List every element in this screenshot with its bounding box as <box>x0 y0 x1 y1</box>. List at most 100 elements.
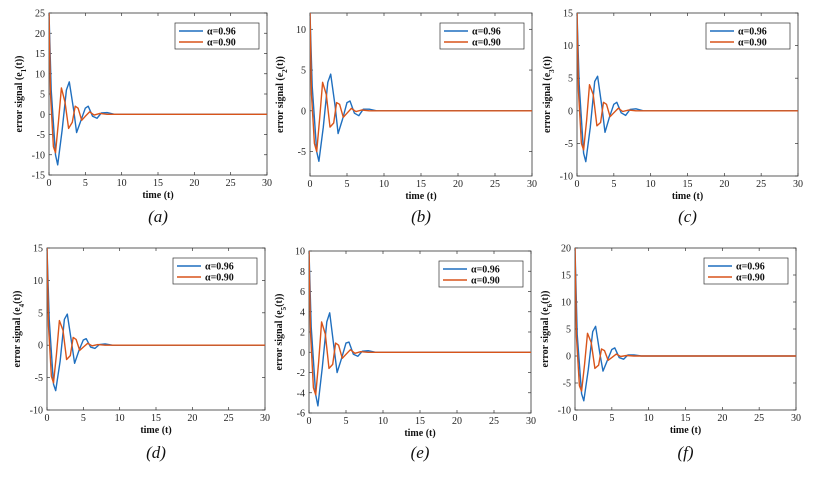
y-tick-label: 20 <box>561 244 571 255</box>
y-tick-label: -10 <box>30 406 43 417</box>
series-line-2 <box>309 251 531 396</box>
y-tick-label: 0 <box>566 352 571 363</box>
y-tick-label: 0 <box>300 348 305 359</box>
x-tick-label: 15 <box>415 416 425 427</box>
x-axis-label: time (t) <box>670 425 701 436</box>
y-axis-label-end: (t)) <box>274 294 285 307</box>
chart-panel-3: 0 5 10 15 20 25 30 -10 -5 0 5 10 15 α=0.96α=0.90 time … <box>542 9 803 227</box>
x-tick-label: 25 <box>226 178 236 189</box>
x-axis-label: time (t) <box>404 428 435 439</box>
y-tick-label: 4 <box>300 307 305 318</box>
y-tick-label: -10 <box>560 172 573 183</box>
legend-entry-1: α=0.96 <box>207 27 236 38</box>
x-tick-label: 20 <box>452 416 462 427</box>
y-tick-label: 5 <box>38 308 43 319</box>
series-line-2 <box>577 13 798 151</box>
y-tick-label: 15 <box>35 49 45 60</box>
legend-entry-2: α=0.90 <box>738 38 767 49</box>
y-axis-label-sub: 4 <box>18 303 26 307</box>
x-tick-label: 20 <box>453 179 463 190</box>
y-tick-label: -5 <box>35 373 43 384</box>
chart-panel-6: 0 5 10 15 20 25 30 -10 -5 0 5 10 15 20 α=0.96α=0.90 tim… <box>540 244 801 463</box>
panel-caption: (d) <box>146 443 166 462</box>
y-tick-label: 10 <box>33 276 43 287</box>
y-axis-label-sub: 5 <box>280 306 288 310</box>
y-tick-label: 0 <box>38 341 43 352</box>
x-tick-label: 10 <box>646 179 656 190</box>
x-tick-label: 5 <box>345 179 350 190</box>
x-tick-label: 30 <box>527 179 537 190</box>
panel-caption: (b) <box>411 207 431 226</box>
series-line-2 <box>310 13 532 153</box>
x-tick-label: 5 <box>344 416 349 427</box>
y-tick-label: 15 <box>563 9 573 20</box>
x-tick-label: 25 <box>490 179 500 190</box>
x-tick-label: 30 <box>260 413 270 424</box>
chart-panel-4: 0 5 10 15 20 25 30 -10 -5 0 5 10 15 α=0.96α=0.90 time … <box>12 244 270 463</box>
legend-entry-1: α=0.96 <box>736 262 765 273</box>
x-tick-label: 0 <box>308 179 313 190</box>
y-tick-label: 10 <box>561 298 571 309</box>
x-tick-label: 15 <box>151 413 161 424</box>
x-tick-label: 10 <box>644 413 654 424</box>
y-tick-label: 10 <box>296 25 306 36</box>
y-axis-label-end: (t)) <box>12 291 23 304</box>
legend-entry-1: α=0.96 <box>471 265 500 276</box>
x-tick-label: 30 <box>793 179 803 190</box>
y-tick-label: 10 <box>35 69 45 80</box>
x-tick-label: 25 <box>489 416 499 427</box>
y-tick-label: 10 <box>563 41 573 52</box>
x-tick-label: 25 <box>224 413 234 424</box>
y-tick-label: 20 <box>35 29 45 40</box>
legend-entry-1: α=0.96 <box>205 262 234 273</box>
x-tick-label: 10 <box>378 416 388 427</box>
x-tick-label: 5 <box>611 179 616 190</box>
y-axis-label-end: (t)) <box>540 291 551 304</box>
x-tick-label: 30 <box>526 416 536 427</box>
y-tick-label: -2 <box>297 368 305 379</box>
x-axis-label: time (t) <box>142 190 173 201</box>
legend-entry-1: α=0.96 <box>472 27 501 38</box>
chart-panel-5: 0 5 10 15 20 25 30 -6 -4 -2 0 2 4 6 8 10 α=0.96α=0.90 tim… <box>274 247 536 463</box>
panel-caption: (e) <box>411 443 430 462</box>
y-tick-label: -10 <box>558 406 571 417</box>
y-axis-label: error signal (e2(t)) <box>275 56 289 133</box>
x-tick-label: 25 <box>754 413 764 424</box>
x-tick-label: 30 <box>791 413 801 424</box>
legend-entry-2: α=0.90 <box>472 38 501 49</box>
y-axis-label-main: error signal (e <box>275 72 286 133</box>
panel-caption: (a) <box>148 207 168 226</box>
legend-entry-2: α=0.90 <box>207 38 236 49</box>
y-axis-label-sub: 1 <box>20 68 28 72</box>
y-axis-label-sub: 3 <box>548 69 556 73</box>
x-tick-label: 0 <box>307 416 312 427</box>
y-tick-label: 0 <box>568 106 573 117</box>
x-tick-label: 30 <box>262 178 272 189</box>
y-axis-label: error signal (e6(t)) <box>540 291 554 368</box>
y-tick-label: 0 <box>40 110 45 121</box>
y-axis-label: error signal (e4(t)) <box>12 291 26 368</box>
x-tick-label: 0 <box>573 413 578 424</box>
x-tick-label: 20 <box>719 179 729 190</box>
y-axis-label-main: error signal (e <box>14 72 25 133</box>
x-axis-label: time (t) <box>405 191 436 202</box>
y-tick-label: 0 <box>301 106 306 117</box>
y-tick-label: 8 <box>300 267 305 278</box>
x-axis-label: time (t) <box>140 425 171 436</box>
panel-caption: (f) <box>677 443 693 462</box>
legend-entry-2: α=0.90 <box>736 273 765 284</box>
y-axis-label: error signal (e5(t)) <box>274 294 288 371</box>
y-tick-label: 5 <box>40 90 45 101</box>
x-tick-label: 10 <box>117 178 127 189</box>
y-axis-label-end: (t)) <box>542 56 553 69</box>
x-tick-label: 20 <box>187 413 197 424</box>
series-line-2 <box>49 13 267 154</box>
chart-panel-2: 0 5 10 15 20 25 30 -5 0 5 10 α=0.96α=0.90 time (t) er… <box>275 12 537 226</box>
legend-box <box>172 257 258 285</box>
legend-entry-2: α=0.90 <box>471 276 500 287</box>
x-tick-label: 15 <box>153 178 163 189</box>
y-axis-label-end: (t)) <box>275 56 286 69</box>
legend-box <box>438 260 524 288</box>
y-tick-label: 15 <box>33 244 43 255</box>
y-axis-label-main: error signal (e <box>274 310 285 371</box>
